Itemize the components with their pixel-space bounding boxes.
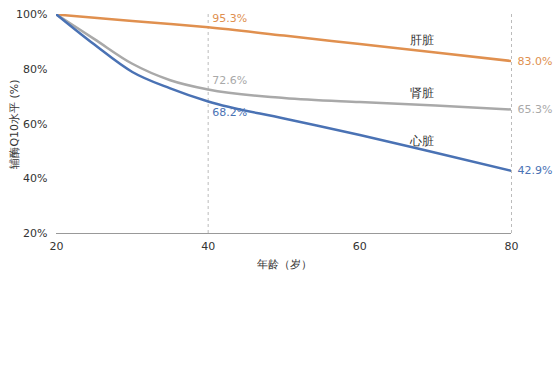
svg-text:60: 60 (353, 240, 367, 253)
svg-text:42.9%: 42.9% (518, 164, 553, 177)
svg-text:65.3%: 65.3% (518, 103, 553, 116)
svg-text:72.6%: 72.6% (212, 74, 247, 87)
svg-text:20%: 20% (23, 227, 47, 240)
svg-text:肾脏: 肾脏 (410, 86, 434, 100)
svg-text:100%: 100% (16, 8, 47, 21)
svg-text:83.0%: 83.0% (518, 55, 553, 68)
svg-text:辅酶Q10水平 (%): 辅酶Q10水平 (%) (8, 79, 21, 168)
svg-text:68.2%: 68.2% (212, 106, 247, 119)
svg-text:95.3%: 95.3% (212, 12, 247, 25)
svg-text:肝脏: 肝脏 (410, 33, 434, 47)
svg-text:20: 20 (50, 240, 64, 253)
svg-text:40%: 40% (23, 172, 47, 185)
svg-text:80%: 80% (23, 63, 47, 76)
svg-text:60%: 60% (23, 118, 47, 131)
svg-text:40: 40 (201, 240, 215, 253)
svg-text:年龄（岁）: 年龄（岁） (257, 258, 312, 271)
svg-text:80: 80 (505, 240, 519, 253)
svg-text:心脏: 心脏 (409, 134, 434, 148)
